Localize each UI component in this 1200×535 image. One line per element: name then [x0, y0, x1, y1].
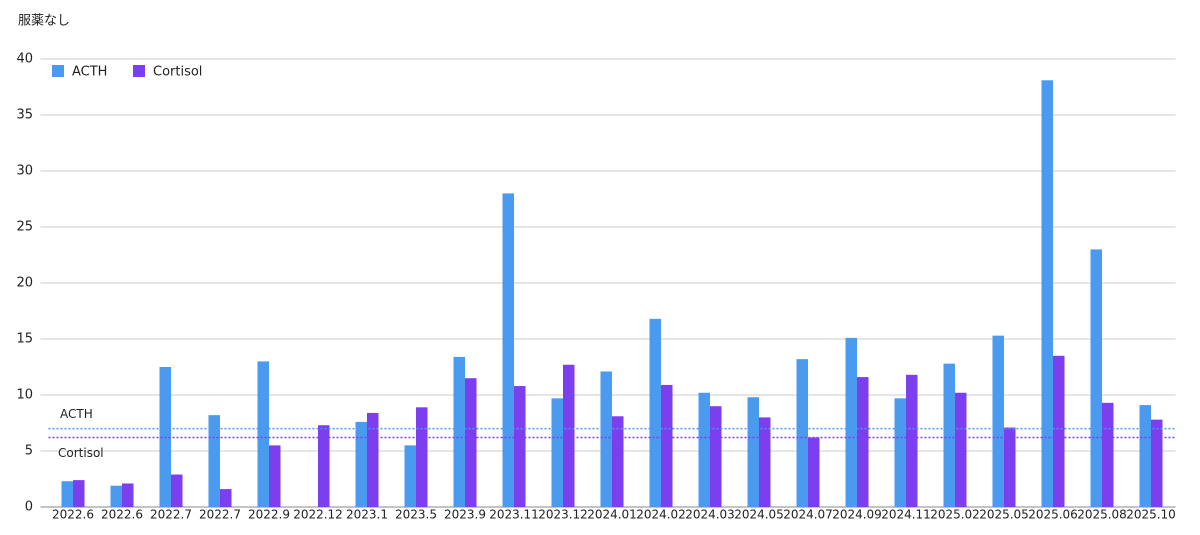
bar	[318, 425, 330, 507]
bar	[502, 193, 514, 507]
bar	[1102, 402, 1114, 507]
bar	[367, 412, 379, 507]
bar	[698, 392, 710, 507]
x-tick-label: 2023.11	[489, 508, 539, 522]
bar	[514, 386, 526, 507]
x-tick-label: 2024.03	[685, 508, 735, 522]
x-tick-label: 2025.05	[979, 508, 1029, 522]
bar	[992, 335, 1004, 507]
y-tick-label: 35	[16, 108, 33, 123]
bar	[110, 485, 122, 507]
y-tick-label: 25	[16, 220, 33, 235]
x-tick-label: 2022.9	[248, 508, 290, 522]
y-tick-label: 30	[16, 164, 33, 179]
bar	[220, 489, 232, 507]
x-tick-label: 2022.6	[52, 508, 94, 522]
x-tick-label: 2024.07	[783, 508, 833, 522]
bar	[661, 384, 673, 507]
x-tick-label: 2024.09	[832, 508, 882, 522]
bar	[1139, 405, 1151, 507]
bar	[1151, 419, 1163, 507]
bar	[612, 416, 624, 507]
x-tick-label: 2025.02	[930, 508, 980, 522]
bar	[808, 437, 820, 507]
bar	[269, 445, 281, 507]
bar	[453, 356, 465, 507]
bar	[1041, 80, 1053, 507]
legend-swatch	[52, 65, 64, 77]
bar	[61, 481, 73, 507]
x-tick-label: 2022.7	[199, 508, 241, 522]
x-tick-label: 2023.12	[538, 508, 588, 522]
bar	[563, 364, 575, 507]
bar	[906, 374, 918, 507]
x-tick-label: 2025.08	[1077, 508, 1127, 522]
bar	[122, 483, 134, 507]
x-tick-label: 2025.10	[1126, 508, 1176, 522]
y-tick-label: 0	[25, 500, 33, 515]
bar	[600, 371, 612, 507]
bar	[404, 445, 416, 507]
bar	[943, 363, 955, 507]
bar	[747, 397, 759, 507]
x-tick-label: 2022.6	[101, 508, 143, 522]
y-tick-label: 10	[16, 388, 33, 403]
legend-label: Cortisol	[153, 65, 202, 80]
bar	[894, 398, 906, 507]
x-tick-label: 2023.5	[395, 508, 437, 522]
bar	[796, 359, 808, 507]
x-tick-label: 2022.12	[293, 508, 343, 522]
chart-title: 服薬なし	[18, 14, 70, 29]
y-tick-label: 40	[16, 52, 33, 67]
bar	[465, 378, 477, 507]
bar	[551, 398, 563, 507]
x-tick-label: 2022.7	[150, 508, 192, 522]
x-tick-label: 2023.1	[346, 508, 388, 522]
x-tick-label: 2024.02	[636, 508, 686, 522]
bar	[955, 392, 967, 507]
bar	[73, 480, 85, 507]
bar	[759, 417, 771, 507]
bar	[416, 407, 428, 507]
bar	[649, 318, 661, 507]
bar	[208, 415, 220, 507]
y-tick-label: 20	[16, 276, 33, 291]
x-tick-label: 2025.06	[1028, 508, 1078, 522]
legend-swatch	[133, 65, 145, 77]
bar	[1053, 355, 1065, 507]
bar	[1090, 249, 1102, 507]
legend-label: ACTH	[72, 65, 107, 80]
x-tick-label: 2024.01	[587, 508, 637, 522]
y-tick-label: 15	[16, 332, 33, 347]
bar	[710, 406, 722, 507]
reference-label: ACTH	[60, 407, 93, 421]
x-tick-label: 2023.9	[444, 508, 486, 522]
y-tick-label: 5	[25, 444, 33, 459]
bar	[257, 361, 269, 507]
bar	[355, 421, 367, 507]
bar	[1004, 427, 1016, 507]
x-tick-label: 2024.05	[734, 508, 784, 522]
reference-label: Cortisol	[58, 446, 104, 460]
bar	[845, 337, 857, 507]
x-tick-label: 2024.11	[881, 508, 931, 522]
bar	[857, 377, 869, 507]
bar	[171, 474, 183, 507]
